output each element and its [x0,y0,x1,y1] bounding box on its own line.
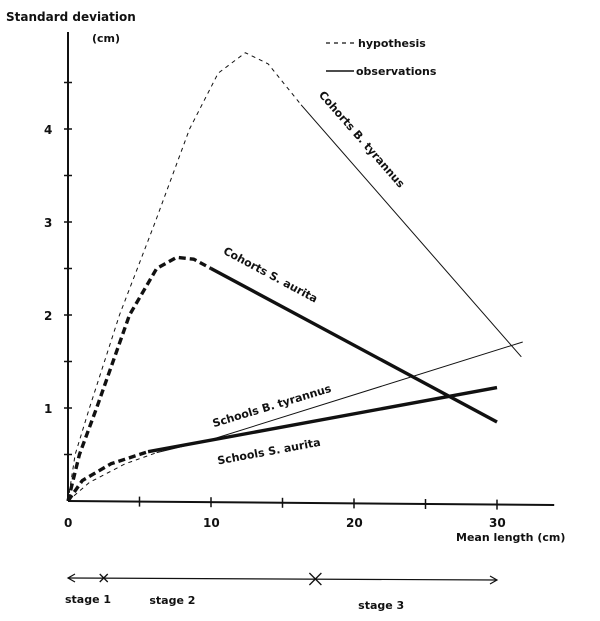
stage-bar: stage 1 stage 2 stage 3 [65,572,499,612]
x-tick-label: 20 [346,516,363,530]
arrow-right-icon [489,575,499,585]
stage-axis-line [67,577,498,581]
observation-line-schools-s-aurita [147,385,498,454]
hypothesis-line-schools-s-aurita [66,450,149,502]
observation-line-schools-b-tyrannus [156,341,523,454]
arrow-left-icon [66,573,76,583]
hypothesis-line-schools-b-tyrannus [67,452,157,502]
series-lines [66,52,523,502]
stage-boundary-cross-icon [99,573,109,583]
y-tick-label: 3 [44,216,52,230]
stage-boundary-cross-icon [308,572,322,586]
legend-observations-label: observations [356,65,437,78]
x-tick-label: 30 [489,516,506,530]
stage-label: stage 2 [149,594,195,607]
observation-line-cohorts-s-aurita [210,267,498,424]
x-tick-label: 10 [203,516,220,530]
y-tick-label: 2 [44,309,52,323]
series-label: Schools S. aurita [216,436,321,468]
y-axis-label: Standard deviation [6,10,136,24]
series-label: Cohorts B. tyrannus [316,89,407,191]
x-axis-label: Mean length (cm) [456,531,565,544]
series-label: Schools B. tyrannus [211,382,333,430]
x-tick-label: 0 [64,516,72,530]
legend-hypothesis-label: hypothesis [358,37,426,50]
axes: 0 10 20 30 1 2 3 4 [44,32,555,530]
hypothesis-line-cohorts-s-aurita [66,255,212,502]
legend: hypothesis observations [326,37,437,78]
observation-line-cohorts-b-tyrannus [300,104,522,358]
stage-label: stage 1 [65,593,111,606]
x-axis [67,500,555,506]
y-axis-unit: (cm) [92,32,120,45]
stage-label: stage 3 [358,599,404,612]
y-tick-label: 1 [44,402,52,416]
series-label: Cohorts S. aurita [221,244,320,305]
y-tick-label: 4 [44,123,52,137]
